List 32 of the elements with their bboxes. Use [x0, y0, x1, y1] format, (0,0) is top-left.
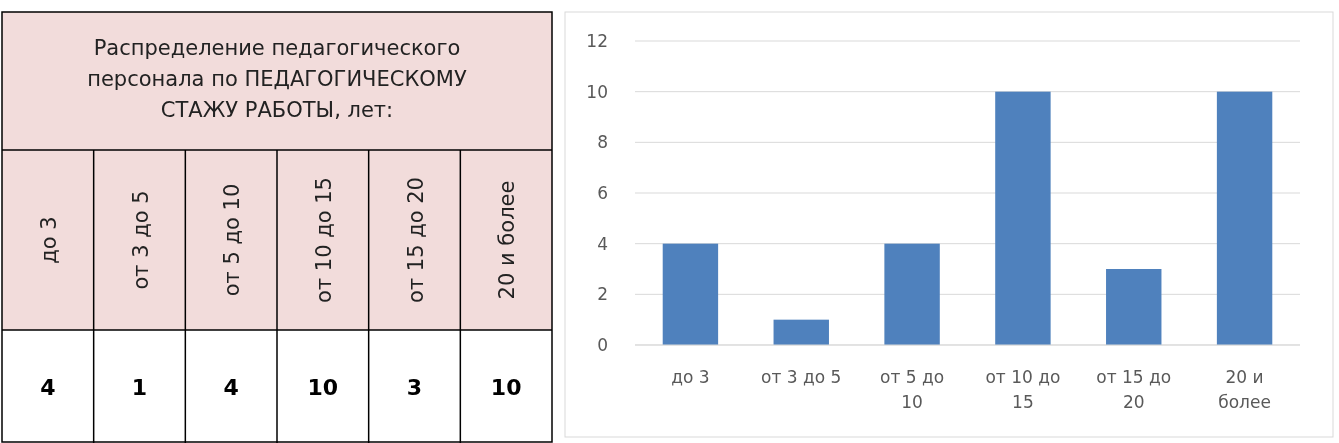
bar: [884, 243, 940, 345]
category-label: до 3: [36, 216, 61, 264]
x-tick-label: от 15 до 20: [1096, 367, 1172, 412]
y-tick-label: 12: [586, 31, 608, 51]
text: 10: [307, 374, 339, 400]
category-label: от 5 до 10: [220, 183, 245, 297]
bar: [662, 243, 719, 345]
bar: [1216, 91, 1273, 345]
text: Распределение педагогического персонала по ПЕДАГОГИЧЕСКОМУ СТАЖУ РАБОТЫ, лет:: [87, 36, 467, 122]
x-tick-label: от 10 до 15: [985, 367, 1061, 412]
y-tick-label: 8: [597, 132, 608, 153]
x-tick-label: от 5 до 10: [880, 367, 945, 412]
x-tick-label: от 3 до 5: [761, 367, 842, 387]
y-tick-label: 2: [597, 284, 608, 305]
text: 1: [131, 374, 148, 400]
category-label: 20 и более: [495, 180, 520, 300]
text: 4: [40, 374, 56, 400]
x-tick-label: 20 и более: [1218, 367, 1271, 412]
bar: [773, 319, 829, 345]
text: 3: [406, 374, 423, 400]
category-label: от 10 до 15: [311, 177, 336, 303]
text: 4: [223, 374, 239, 400]
text: 10: [490, 374, 522, 400]
x-tick-label: до 3: [671, 367, 710, 387]
category-label: от 15 до 20: [403, 177, 428, 303]
category-label: от 3 до 5: [128, 190, 153, 290]
y-tick-label: 4: [597, 233, 608, 254]
y-tick-label: 6: [597, 183, 608, 203]
bar: [1106, 269, 1162, 345]
y-tick-label: 0: [597, 335, 608, 355]
bar: [995, 91, 1051, 345]
y-tick-label: 10: [586, 81, 608, 102]
